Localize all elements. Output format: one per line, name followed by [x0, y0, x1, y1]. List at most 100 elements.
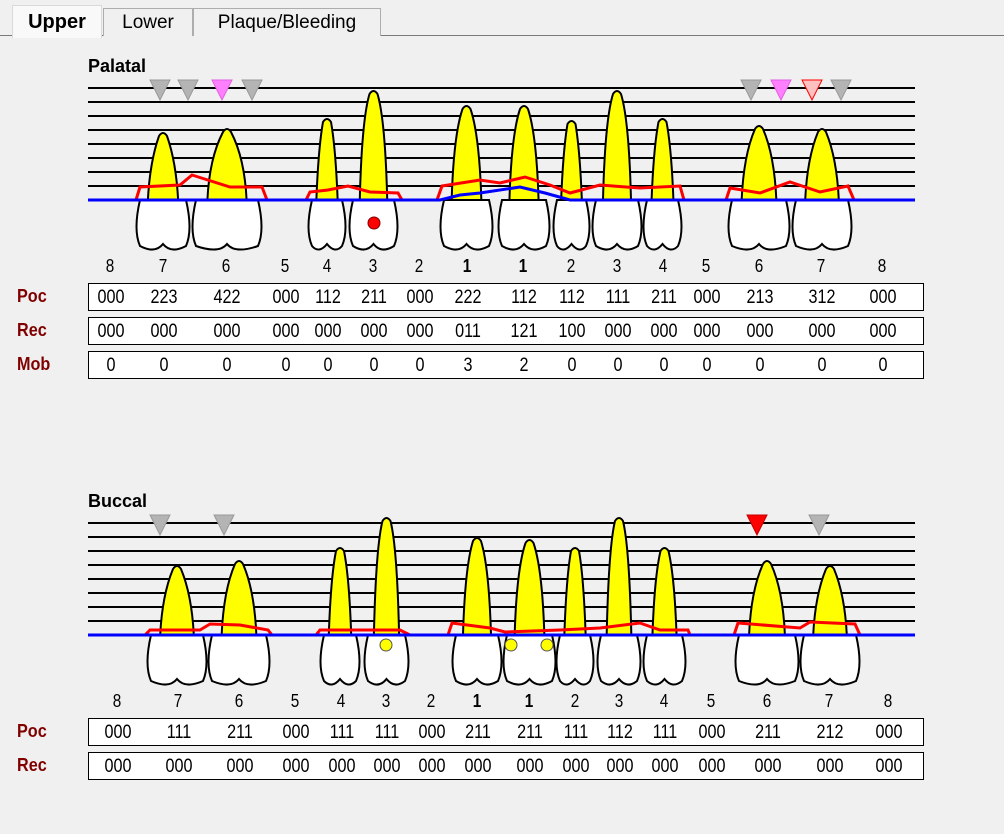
palatal-poc-cell[interactable]: 222 [454, 287, 482, 308]
palatal-poc-cell[interactable]: 213 [746, 287, 774, 308]
palatal-poc-cell[interactable]: 312 [808, 287, 836, 308]
palatal-rec-cell[interactable]: 000 [213, 321, 241, 342]
tab-plaque-bleeding[interactable]: Plaque/Bleeding [193, 8, 381, 36]
palatal-poc-cell[interactable]: 000 [272, 287, 300, 308]
palatal-tooth-crown [727, 199, 791, 251]
buccal-poc-cell[interactable]: 211 [227, 722, 253, 743]
palatal-mob-cell[interactable]: 0 [323, 355, 333, 376]
buccal-rec-row[interactable]: 000 000 000 000 000 000 000 000 000 000 000 000 000 0… [88, 752, 924, 780]
palatal-tooth-root [358, 90, 389, 201]
buccal-poc-cell[interactable]: 000 [104, 722, 132, 743]
palatal-mob-cell[interactable]: 0 [159, 355, 169, 376]
palatal-mob-cell[interactable]: 0 [755, 355, 765, 376]
buccal-poc-cell[interactable]: 111 [166, 722, 192, 743]
buccal-rec-cell[interactable]: 000 [875, 756, 903, 777]
buccal-poc-cell[interactable]: 211 [465, 722, 491, 743]
palatal-mob-cell[interactable]: 3 [463, 355, 473, 376]
buccal-rec-cell[interactable]: 000 [282, 756, 310, 777]
buccal-rec-cell[interactable]: 000 [816, 756, 844, 777]
buccal-rec-cell[interactable]: 000 [698, 756, 726, 777]
buccal-rec-cell[interactable]: 000 [516, 756, 544, 777]
palatal-rec-cell[interactable]: 000 [272, 321, 300, 342]
palatal-mob-cell[interactable]: 0 [567, 355, 577, 376]
furcation-marker-icon [213, 514, 235, 537]
buccal-rec-cell[interactable]: 000 [328, 756, 356, 777]
palatal-poc-cell[interactable]: 000 [693, 287, 721, 308]
buccal-tooth-crown [363, 634, 410, 686]
palatal-poc-cell[interactable]: 112 [315, 287, 341, 308]
palatal-mob-cell[interactable]: 0 [817, 355, 827, 376]
buccal-poc-cell[interactable]: 211 [755, 722, 781, 743]
furcation-marker-icon [740, 79, 762, 102]
tab-upper[interactable]: Upper [12, 5, 102, 38]
palatal-rec-cell[interactable]: 000 [869, 321, 897, 342]
palatal-rec-cell[interactable]: 000 [604, 321, 632, 342]
buccal-rec-cell[interactable]: 000 [562, 756, 590, 777]
furcation-marker-icon [830, 79, 852, 102]
buccal-rec-cell[interactable]: 000 [165, 756, 193, 777]
palatal-rec-cell[interactable]: 000 [406, 321, 434, 342]
palatal-poc-cell[interactable]: 000 [97, 287, 125, 308]
buccal-poc-cell[interactable]: 111 [374, 722, 400, 743]
buccal-rec-cell[interactable]: 000 [104, 756, 132, 777]
palatal-poc-cell[interactable]: 000 [869, 287, 897, 308]
palatal-rec-cell[interactable]: 000 [746, 321, 774, 342]
plaque-dot-icon [504, 638, 518, 652]
palatal-rec-cell[interactable]: 000 [97, 321, 125, 342]
buccal-rec-cell[interactable]: 000 [754, 756, 782, 777]
palatal-mob-cell[interactable]: 0 [106, 355, 116, 376]
buccal-rec-cell[interactable]: 000 [226, 756, 254, 777]
buccal-poc-cell[interactable]: 211 [517, 722, 543, 743]
buccal-poc-cell[interactable]: 000 [698, 722, 726, 743]
palatal-rec-cell[interactable]: 000 [693, 321, 721, 342]
palatal-tooth-number: 4 [322, 256, 332, 276]
palatal-mob-cell[interactable]: 0 [281, 355, 291, 376]
buccal-rec-cell[interactable]: 000 [418, 756, 446, 777]
palatal-poc-cell[interactable]: 211 [361, 287, 387, 308]
palatal-poc-cell[interactable]: 111 [605, 287, 631, 308]
buccal-poc-cell[interactable]: 112 [607, 722, 633, 743]
tab-lower[interactable]: Lower [103, 8, 193, 36]
palatal-mob-cell[interactable]: 0 [702, 355, 712, 376]
palatal-poc-cell[interactable]: 422 [213, 287, 241, 308]
palatal-rec-cell[interactable]: 000 [650, 321, 678, 342]
palatal-rec-cell[interactable]: 000 [808, 321, 836, 342]
palatal-poc-cell[interactable]: 211 [651, 287, 677, 308]
buccal-tooth-root [812, 565, 848, 636]
buccal-poc-row[interactable]: 000 111 211 000 111 111 000 211 211 111 112 111 000 2… [88, 718, 924, 746]
palatal-rec-cell[interactable]: 000 [360, 321, 388, 342]
buccal-rec-cell[interactable]: 000 [373, 756, 401, 777]
buccal-rec-cell[interactable]: 000 [651, 756, 679, 777]
buccal-poc-cell[interactable]: 111 [329, 722, 355, 743]
buccal-poc-cell[interactable]: 111 [563, 722, 589, 743]
palatal-rec-row[interactable]: 000 000 000 000 000 000 000 011 121 100 000 000 000 0… [88, 317, 924, 345]
palatal-rec-cell[interactable]: 011 [455, 321, 481, 342]
palatal-gingival-margin-line [134, 173, 269, 201]
palatal-mob-cell[interactable]: 0 [369, 355, 379, 376]
buccal-poc-cell[interactable]: 111 [652, 722, 678, 743]
palatal-tooth-root [508, 105, 540, 201]
palatal-poc-cell[interactable]: 223 [150, 287, 178, 308]
palatal-mob-cell[interactable]: 0 [415, 355, 425, 376]
palatal-rec-cell[interactable]: 100 [558, 321, 586, 342]
palatal-mob-cell[interactable]: 0 [659, 355, 669, 376]
buccal-rec-cell[interactable]: 000 [606, 756, 634, 777]
palatal-rec-cell[interactable]: 000 [314, 321, 342, 342]
buccal-poc-cell[interactable]: 000 [418, 722, 446, 743]
palatal-mob-cell[interactable]: 0 [222, 355, 232, 376]
palatal-poc-cell[interactable]: 000 [406, 287, 434, 308]
palatal-poc-cell[interactable]: 112 [559, 287, 585, 308]
palatal-poc-row[interactable]: 000 223 422 000 112 211 000 222 112 112 111 211 000 2… [88, 283, 924, 311]
palatal-mob-cell[interactable]: 0 [613, 355, 623, 376]
palatal-poc-cell[interactable]: 112 [511, 287, 537, 308]
buccal-poc-cell[interactable]: 000 [875, 722, 903, 743]
palatal-mob-row[interactable]: 0 0 0 0 0 0 0 3 2 0 0 0 0 0 0 0 [88, 351, 924, 379]
palatal-mob-cell[interactable]: 2 [519, 355, 529, 376]
palatal-mob-cell[interactable]: 0 [878, 355, 888, 376]
palatal-rec-cell[interactable]: 121 [510, 321, 538, 342]
buccal-poc-cell[interactable]: 212 [816, 722, 844, 743]
buccal-poc-cell[interactable]: 000 [282, 722, 310, 743]
palatal-rec-cell[interactable]: 000 [150, 321, 178, 342]
buccal-rec-cell[interactable]: 000 [464, 756, 492, 777]
